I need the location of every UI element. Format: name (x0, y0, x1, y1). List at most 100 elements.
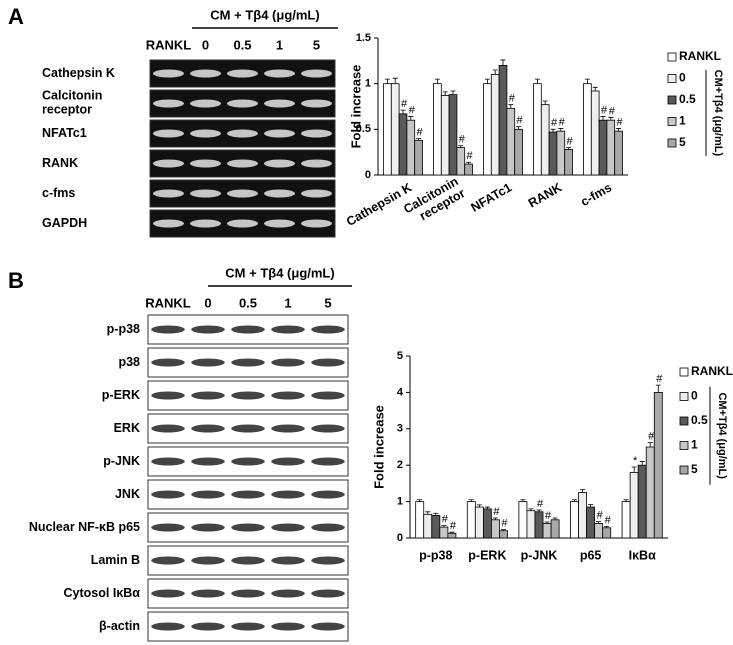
bar (614, 130, 623, 176)
lane-label: 0.5 (233, 37, 251, 52)
lane-label: 0.5 (239, 295, 257, 310)
band (263, 69, 296, 78)
bar (598, 119, 608, 176)
bar (550, 519, 560, 539)
band (191, 325, 225, 334)
band (300, 189, 333, 198)
band (191, 490, 225, 499)
y-axis-label: Fold increase (371, 405, 386, 489)
error-bar (608, 117, 614, 121)
significance-mark: # (517, 114, 524, 126)
band (311, 391, 345, 400)
x-tick-label: p-p38 (419, 548, 452, 562)
significance-mark: # (545, 510, 552, 522)
significance-mark: # (656, 373, 663, 385)
bar (542, 523, 552, 539)
bar (406, 119, 416, 176)
bar (456, 147, 466, 176)
bar (526, 510, 536, 539)
error-bar (631, 466, 637, 473)
significance-mark: # (501, 518, 508, 530)
band (300, 159, 333, 168)
band (231, 622, 265, 631)
error-bar (384, 78, 390, 84)
legend-title: CM+Tβ4 (μg/mL) (712, 70, 724, 157)
bar (498, 65, 508, 176)
row-label: β-actin (99, 619, 140, 633)
legend-swatch (667, 95, 677, 105)
bar (423, 513, 433, 539)
bar (491, 519, 500, 539)
band (191, 556, 225, 565)
band (189, 69, 222, 78)
error-bar (572, 499, 578, 502)
band (191, 457, 225, 466)
error-bar (552, 517, 558, 520)
significance-mark: # (459, 134, 466, 146)
band (191, 358, 225, 367)
significance-mark: # (609, 105, 616, 117)
error-bar (639, 461, 645, 466)
band (189, 159, 222, 168)
legend-label: 0.5 (679, 92, 696, 106)
lane-label: 5 (324, 295, 331, 310)
band (191, 424, 225, 433)
legend-label: 0 (679, 71, 686, 85)
error-bar (492, 69, 498, 75)
band (311, 490, 345, 499)
error-bar (425, 511, 431, 515)
error-bar (592, 86, 598, 91)
band (151, 523, 185, 532)
band (151, 490, 185, 499)
legend-label: 1 (679, 114, 686, 128)
band (311, 358, 345, 367)
band (231, 325, 265, 334)
band (151, 325, 185, 334)
error-bar (392, 77, 398, 84)
band (300, 69, 333, 78)
bar (534, 511, 544, 539)
band (189, 219, 222, 228)
bar (533, 83, 542, 176)
bar (590, 90, 600, 176)
error-bar (508, 104, 514, 109)
legend-title: CM+Tβ4 (μg/mL) (716, 392, 728, 479)
bar (414, 139, 423, 176)
band (311, 622, 345, 631)
band (226, 129, 259, 138)
error-bar (458, 145, 464, 148)
bar (490, 74, 500, 176)
band (151, 622, 185, 631)
bar (448, 94, 458, 176)
lane-label: 5 (313, 37, 320, 52)
legend-swatch (667, 138, 677, 148)
row-label: RANK (42, 156, 78, 170)
bar (637, 464, 647, 539)
error-bar (476, 504, 482, 508)
bar (390, 83, 400, 176)
legend-label: 5 (679, 135, 686, 149)
band (263, 99, 296, 108)
band (152, 99, 185, 108)
x-tick-label: p-JNK (521, 548, 558, 562)
bar (629, 472, 639, 539)
band (189, 129, 222, 138)
band (151, 424, 185, 433)
y-tick-label: 0 (397, 532, 403, 544)
row-label: p38 (118, 355, 140, 369)
band (151, 556, 185, 565)
error-bar (600, 116, 606, 121)
bar (548, 131, 558, 176)
error-bar (542, 100, 548, 105)
band (231, 589, 265, 598)
error-bar (616, 128, 622, 132)
y-tick-label: 1 (397, 496, 403, 508)
error-bar (596, 521, 602, 524)
error-bar (566, 147, 572, 150)
error-bar (400, 109, 406, 114)
panel-label: B (8, 268, 24, 293)
y-tick-label: 3 (397, 423, 403, 435)
error-bar (442, 91, 448, 96)
bar (431, 515, 441, 539)
row-label: p-JNK (103, 454, 140, 468)
